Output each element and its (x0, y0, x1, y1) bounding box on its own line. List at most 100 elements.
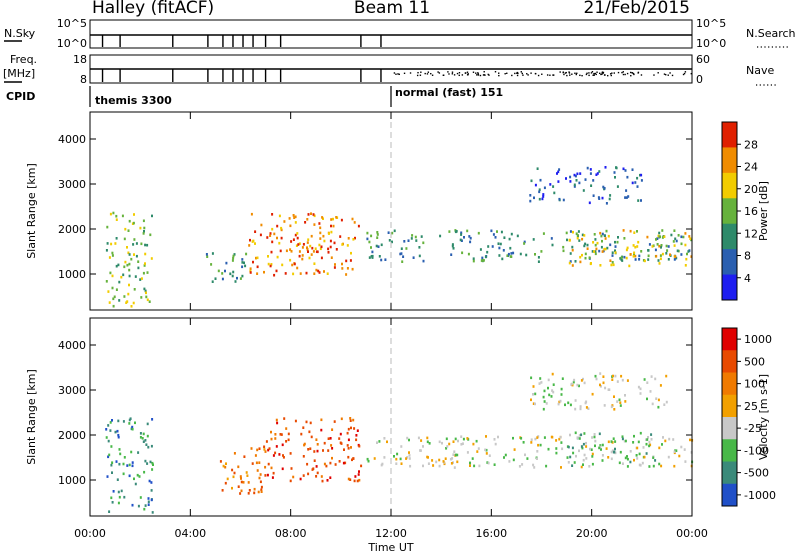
velocity-cell (508, 460, 511, 463)
power-cell (584, 242, 587, 246)
nave-point (601, 72, 603, 74)
power-cell (422, 259, 425, 263)
power-cell (241, 261, 244, 264)
nave-point (682, 73, 685, 76)
power-cell (661, 229, 664, 232)
power-cell (529, 194, 532, 197)
power-cell (640, 250, 643, 253)
velocity-cell (260, 485, 263, 489)
velocity-cell (599, 444, 602, 447)
power-cell (492, 233, 495, 236)
velocity-cell (558, 400, 561, 404)
power-cell (611, 251, 614, 254)
time-axis: 00:00 04:00 08:00 12:00 16:00 20:00 00:00 (74, 527, 708, 540)
power-cell (301, 257, 304, 261)
power-cell (663, 235, 666, 238)
velocity-cell (406, 436, 409, 440)
power-cell (625, 248, 628, 252)
power-cell (205, 253, 208, 256)
power-cell (298, 250, 301, 253)
velocity-cell (265, 440, 268, 443)
power-cell (523, 242, 526, 245)
velocity-cell (603, 404, 606, 407)
power-cell (542, 195, 545, 198)
nave-point (483, 74, 485, 76)
velocity-cell (148, 479, 151, 483)
power-cell (654, 248, 657, 252)
velocity-cell (342, 461, 345, 465)
velocity-cell (350, 426, 352, 430)
velocity-cell (638, 452, 641, 456)
power-cell (256, 265, 259, 269)
velocity-cell (614, 447, 616, 451)
power-cell (400, 247, 403, 250)
velocity-cell (488, 454, 491, 457)
nave-point (438, 72, 441, 74)
power-cell (111, 254, 114, 257)
power-cell (318, 271, 321, 274)
velocity-cell (292, 475, 295, 479)
velocity-cell (579, 407, 582, 411)
power-cell (602, 185, 605, 189)
colorbar-tick-label: -500 (744, 467, 769, 480)
velocity-cell (648, 444, 651, 448)
velocity-cell (143, 507, 146, 511)
power-cell (460, 231, 463, 235)
power-cell (280, 228, 283, 232)
power-cell (454, 230, 457, 234)
velocity-cell (590, 448, 593, 451)
velocity-cell (150, 498, 153, 502)
power-cell (402, 255, 405, 258)
power-cell (250, 212, 253, 216)
velocity-cell (582, 458, 585, 462)
velocity-cell (462, 437, 465, 441)
velocity-cell (315, 465, 318, 468)
velocity-cell (569, 433, 571, 437)
velocity-cell (248, 489, 251, 492)
velocity-cell (272, 454, 275, 457)
velocity-cell (131, 425, 134, 429)
velocity-cell (323, 441, 326, 445)
colorbar-swatch (722, 198, 737, 225)
power-cell (589, 262, 592, 266)
velocity-cell (360, 464, 363, 468)
power-cell (133, 288, 136, 291)
power-cell (294, 215, 297, 219)
nave-point (593, 72, 595, 75)
velocity-cell (580, 445, 583, 448)
power-cell (105, 280, 108, 283)
velocity-cell (309, 447, 312, 450)
power-cell (619, 257, 622, 260)
velocity-cell (400, 445, 403, 448)
power-cell (313, 214, 316, 218)
power-cell (318, 222, 321, 225)
nave-point (427, 71, 430, 73)
velocity-cell (150, 481, 153, 484)
power-cell (534, 183, 537, 187)
power-cell (292, 238, 295, 241)
power-cell (594, 238, 597, 241)
velocity-cell (118, 448, 121, 451)
velocity-cell (613, 450, 616, 454)
power-cell (598, 197, 601, 200)
power-cell (132, 221, 135, 225)
nave-point (448, 73, 450, 75)
nave-point (637, 72, 639, 74)
velocity-cell (572, 451, 575, 455)
velocity-cell (660, 464, 663, 468)
power-cell (149, 233, 152, 237)
power-cell (573, 185, 576, 188)
velocity-cell (289, 452, 292, 455)
power-cell (586, 247, 589, 250)
velocity-cell (290, 467, 293, 470)
velocity-cell (358, 470, 360, 473)
velocity-cell (130, 450, 133, 454)
power-cell (583, 244, 586, 248)
power-cell (347, 237, 350, 240)
power-cell (368, 240, 371, 244)
velocity-cell (307, 448, 310, 451)
velocity-cell (122, 420, 125, 423)
velocity-cell (247, 481, 250, 484)
colorbar-tick-label: 500 (744, 355, 765, 368)
power-cell (307, 250, 309, 253)
